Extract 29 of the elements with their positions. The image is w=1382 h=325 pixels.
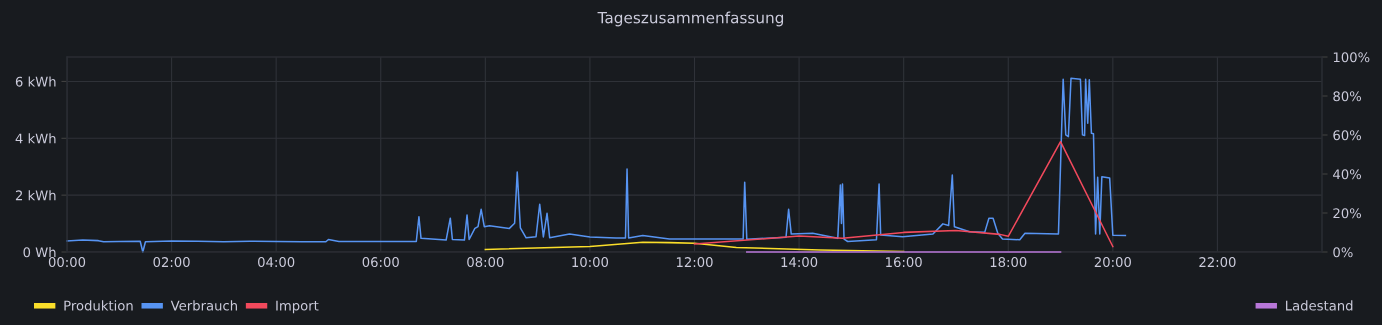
chart-title: Tageszusammenfassung	[597, 11, 784, 27]
x-tick-label: 16:00	[886, 257, 922, 268]
y2-tick-label: 20%	[1333, 208, 1362, 219]
x-tick-label: 20:00	[1094, 257, 1131, 268]
x-tick-label: 12:00	[676, 257, 713, 268]
y2-tick-label: 40%	[1333, 169, 1362, 180]
x-tick-label: 02:00	[153, 257, 190, 268]
y-tick-label: 4 kWh	[15, 133, 56, 144]
y-tick-label: 2 kWh	[15, 190, 56, 201]
y2-tick-label: 0%	[1333, 247, 1353, 258]
x-tick-label: 06:00	[362, 257, 399, 268]
x-tick-label: 00:00	[48, 257, 86, 268]
x-tick-label: 14:00	[781, 257, 818, 268]
x-tick-label: 22:00	[1199, 257, 1236, 268]
legend-label: Import	[276, 300, 319, 314]
line-series	[66, 77, 1127, 253]
x-tick-label: 10:00	[572, 257, 609, 268]
y2-tick-label: 80%	[1333, 91, 1362, 102]
x-tick-label: 08:00	[467, 257, 504, 268]
legend-label: Produktion	[64, 300, 133, 311]
y2-tick-label: 60%	[1333, 130, 1362, 141]
y-tick-label: 0 Wh	[23, 246, 56, 258]
x-tick-label: 04:00	[258, 257, 295, 268]
line-series	[693, 140, 1114, 248]
legend-label: Verbrauch	[170, 300, 237, 311]
x-tick-label: 18:00	[990, 257, 1027, 268]
y2-tick-label: 100%	[1333, 52, 1370, 63]
legend-label: Ladestand	[1286, 300, 1353, 311]
y-tick-label: 6 kWh	[15, 76, 56, 87]
